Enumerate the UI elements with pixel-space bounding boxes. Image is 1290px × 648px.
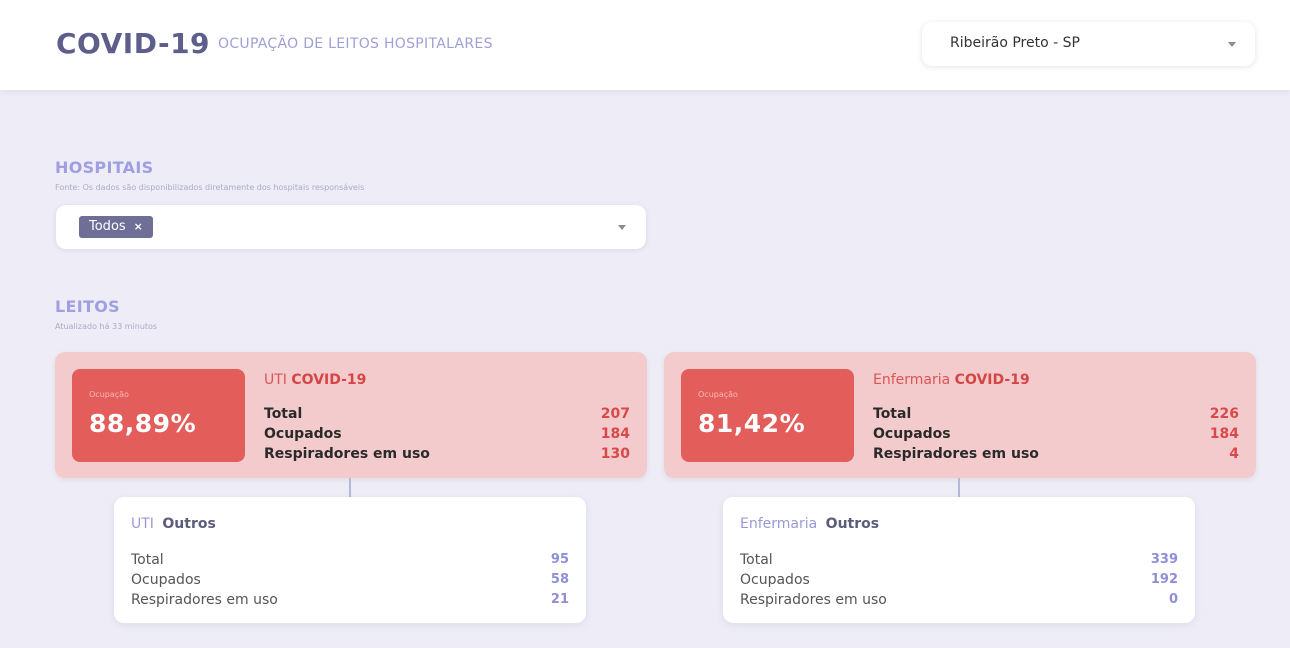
card-title-strong: COVID-19 <box>291 372 367 388</box>
card-title-strong: Outros <box>825 516 880 532</box>
hospital-tag-todos: Todos × <box>79 216 153 238</box>
hospital-tag-label: Todos <box>89 219 126 234</box>
app-subtitle: OCUPAÇÃO DE LEITOS HOSPITALARES <box>218 36 493 52</box>
stat-row-respiradores: Respiradores em uso 130 <box>264 446 630 466</box>
stat-label: Ocupados <box>740 572 810 588</box>
app-title: COVID-19 <box>56 27 211 60</box>
stat-value: 184 <box>600 426 630 442</box>
occupancy-value: 88,89% <box>89 409 197 438</box>
hospitais-heading: HOSPITAIS <box>55 158 154 177</box>
stat-row-total: Total 339 <box>740 552 1178 572</box>
stat-row-total: Total 207 <box>264 406 630 426</box>
stat-label: Ocupados <box>131 572 201 588</box>
card-title-strong: Outros <box>162 516 216 532</box>
city-select[interactable]: Ribeirão Preto - SP <box>922 22 1255 66</box>
leitos-updated-note: Atualizado há 33 minutos <box>55 322 158 331</box>
card-title: Enfermaria COVID-19 <box>873 372 1030 388</box>
occupancy-label: Ocupação <box>698 390 738 399</box>
stat-label: Total <box>264 406 303 422</box>
card-title: Enfermaria Outros <box>740 516 879 532</box>
stat-row-ocupados: Ocupados 184 <box>873 426 1239 446</box>
stat-label: Total <box>740 552 773 568</box>
leitos-heading: LEITOS <box>55 297 120 316</box>
stat-value: 339 <box>1150 552 1178 567</box>
stat-value: 58 <box>550 572 569 587</box>
city-select-value: Ribeirão Preto - SP <box>950 35 1080 51</box>
chevron-down-icon <box>618 225 626 230</box>
card-title-prefix: UTI <box>131 516 154 532</box>
card-title: UTI Outros <box>131 516 216 532</box>
card-connector <box>349 478 351 497</box>
occupancy-value: 81,42% <box>698 409 806 438</box>
stat-label: Respiradores em uso <box>131 592 278 608</box>
stat-label: Ocupados <box>264 426 342 442</box>
top-header: COVID-19 OCUPAÇÃO DE LEITOS HOSPITALARES… <box>0 0 1290 90</box>
enfermaria-covid-card: Ocupação 81,42% Enfermaria COVID-19 Tota… <box>664 352 1256 478</box>
remove-tag-icon[interactable]: × <box>133 220 143 233</box>
uti-outros-card: UTI Outros Total 95 Ocupados 58 Respirad… <box>114 497 586 623</box>
stat-value: 130 <box>600 446 630 462</box>
stat-row-ocupados: Ocupados 192 <box>740 572 1178 592</box>
stat-row-respiradores: Respiradores em uso 0 <box>740 592 1178 612</box>
card-title-prefix: Enfermaria <box>740 516 818 532</box>
card-title-prefix: Enfermaria <box>873 372 951 388</box>
occupancy-box: Ocupação 88,89% <box>72 369 245 462</box>
stat-label: Total <box>873 406 912 422</box>
stat-row-total: Total 226 <box>873 406 1239 426</box>
stat-label: Ocupados <box>873 426 951 442</box>
stat-value: 4 <box>1229 446 1239 462</box>
card-connector <box>958 478 960 497</box>
uti-covid-card: Ocupação 88,89% UTI COVID-19 Total 207 O… <box>55 352 647 478</box>
stat-value: 184 <box>1209 426 1239 442</box>
stat-value: 95 <box>550 552 569 567</box>
enfermaria-outros-card: Enfermaria Outros Total 339 Ocupados 192… <box>723 497 1195 623</box>
stat-value: 226 <box>1209 406 1239 422</box>
card-title-prefix: UTI <box>264 372 287 388</box>
stat-row-total: Total 95 <box>131 552 569 572</box>
stat-value: 21 <box>550 592 569 607</box>
stat-label: Respiradores em uso <box>264 446 430 462</box>
stat-row-ocupados: Ocupados 58 <box>131 572 569 592</box>
hospitais-source-note: Fonte: Os dados são disponibilizados dir… <box>55 183 365 192</box>
stat-row-respiradores: Respiradores em uso 4 <box>873 446 1239 466</box>
card-title-strong: COVID-19 <box>954 372 1030 388</box>
stat-label: Respiradores em uso <box>740 592 887 608</box>
occupancy-label: Ocupação <box>89 390 129 399</box>
stat-label: Respiradores em uso <box>873 446 1039 462</box>
card-title: UTI COVID-19 <box>264 372 366 388</box>
stat-row-ocupados: Ocupados 184 <box>264 426 630 446</box>
chevron-down-icon <box>1228 42 1236 47</box>
stat-value: 207 <box>600 406 630 422</box>
hospital-select[interactable]: Todos × <box>56 205 646 249</box>
stat-value: 192 <box>1150 572 1178 587</box>
stat-row-respiradores: Respiradores em uso 21 <box>131 592 569 612</box>
occupancy-box: Ocupação 81,42% <box>681 369 854 462</box>
stat-value: 0 <box>1168 592 1178 607</box>
stat-label: Total <box>131 552 164 568</box>
